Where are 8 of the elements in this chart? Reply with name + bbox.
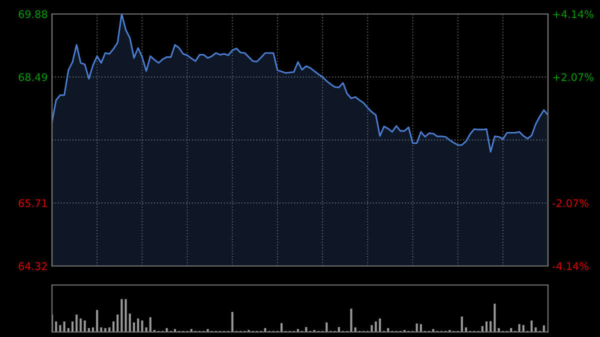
y-tick-label: 65.71 [18, 199, 47, 208]
y-tick-label: 69.88 [18, 10, 48, 18]
y2-tick-label: +4.14% [553, 10, 594, 18]
y2-tick-label: -2.07% [552, 199, 588, 208]
y-tick-label: 64.32 [18, 262, 47, 270]
y2-tick-label: +2.07% [553, 73, 594, 82]
y2-tick-label: -4.14% [552, 262, 588, 270]
y-tick-label: 68.49 [18, 73, 48, 82]
